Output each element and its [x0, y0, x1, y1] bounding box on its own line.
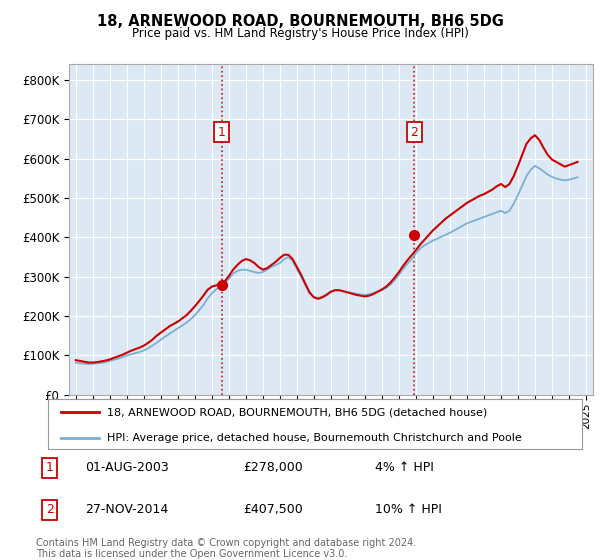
Text: 1: 1 [218, 125, 226, 139]
Text: 18, ARNEWOOD ROAD, BOURNEMOUTH, BH6 5DG: 18, ARNEWOOD ROAD, BOURNEMOUTH, BH6 5DG [97, 14, 503, 29]
Text: 18, ARNEWOOD ROAD, BOURNEMOUTH, BH6 5DG (detached house): 18, ARNEWOOD ROAD, BOURNEMOUTH, BH6 5DG … [107, 407, 487, 417]
Text: 1: 1 [46, 461, 53, 474]
Text: Contains HM Land Registry data © Crown copyright and database right 2024.
This d: Contains HM Land Registry data © Crown c… [36, 538, 416, 559]
Text: Price paid vs. HM Land Registry's House Price Index (HPI): Price paid vs. HM Land Registry's House … [131, 27, 469, 40]
Text: 27-NOV-2014: 27-NOV-2014 [85, 503, 169, 516]
Text: 10% ↑ HPI: 10% ↑ HPI [374, 503, 442, 516]
Text: HPI: Average price, detached house, Bournemouth Christchurch and Poole: HPI: Average price, detached house, Bour… [107, 433, 521, 443]
Text: 2: 2 [46, 503, 53, 516]
Text: £278,000: £278,000 [244, 461, 303, 474]
Text: 01-AUG-2003: 01-AUG-2003 [85, 461, 169, 474]
Text: £407,500: £407,500 [244, 503, 303, 516]
Text: 2: 2 [410, 125, 418, 139]
Text: 4% ↑ HPI: 4% ↑ HPI [374, 461, 433, 474]
